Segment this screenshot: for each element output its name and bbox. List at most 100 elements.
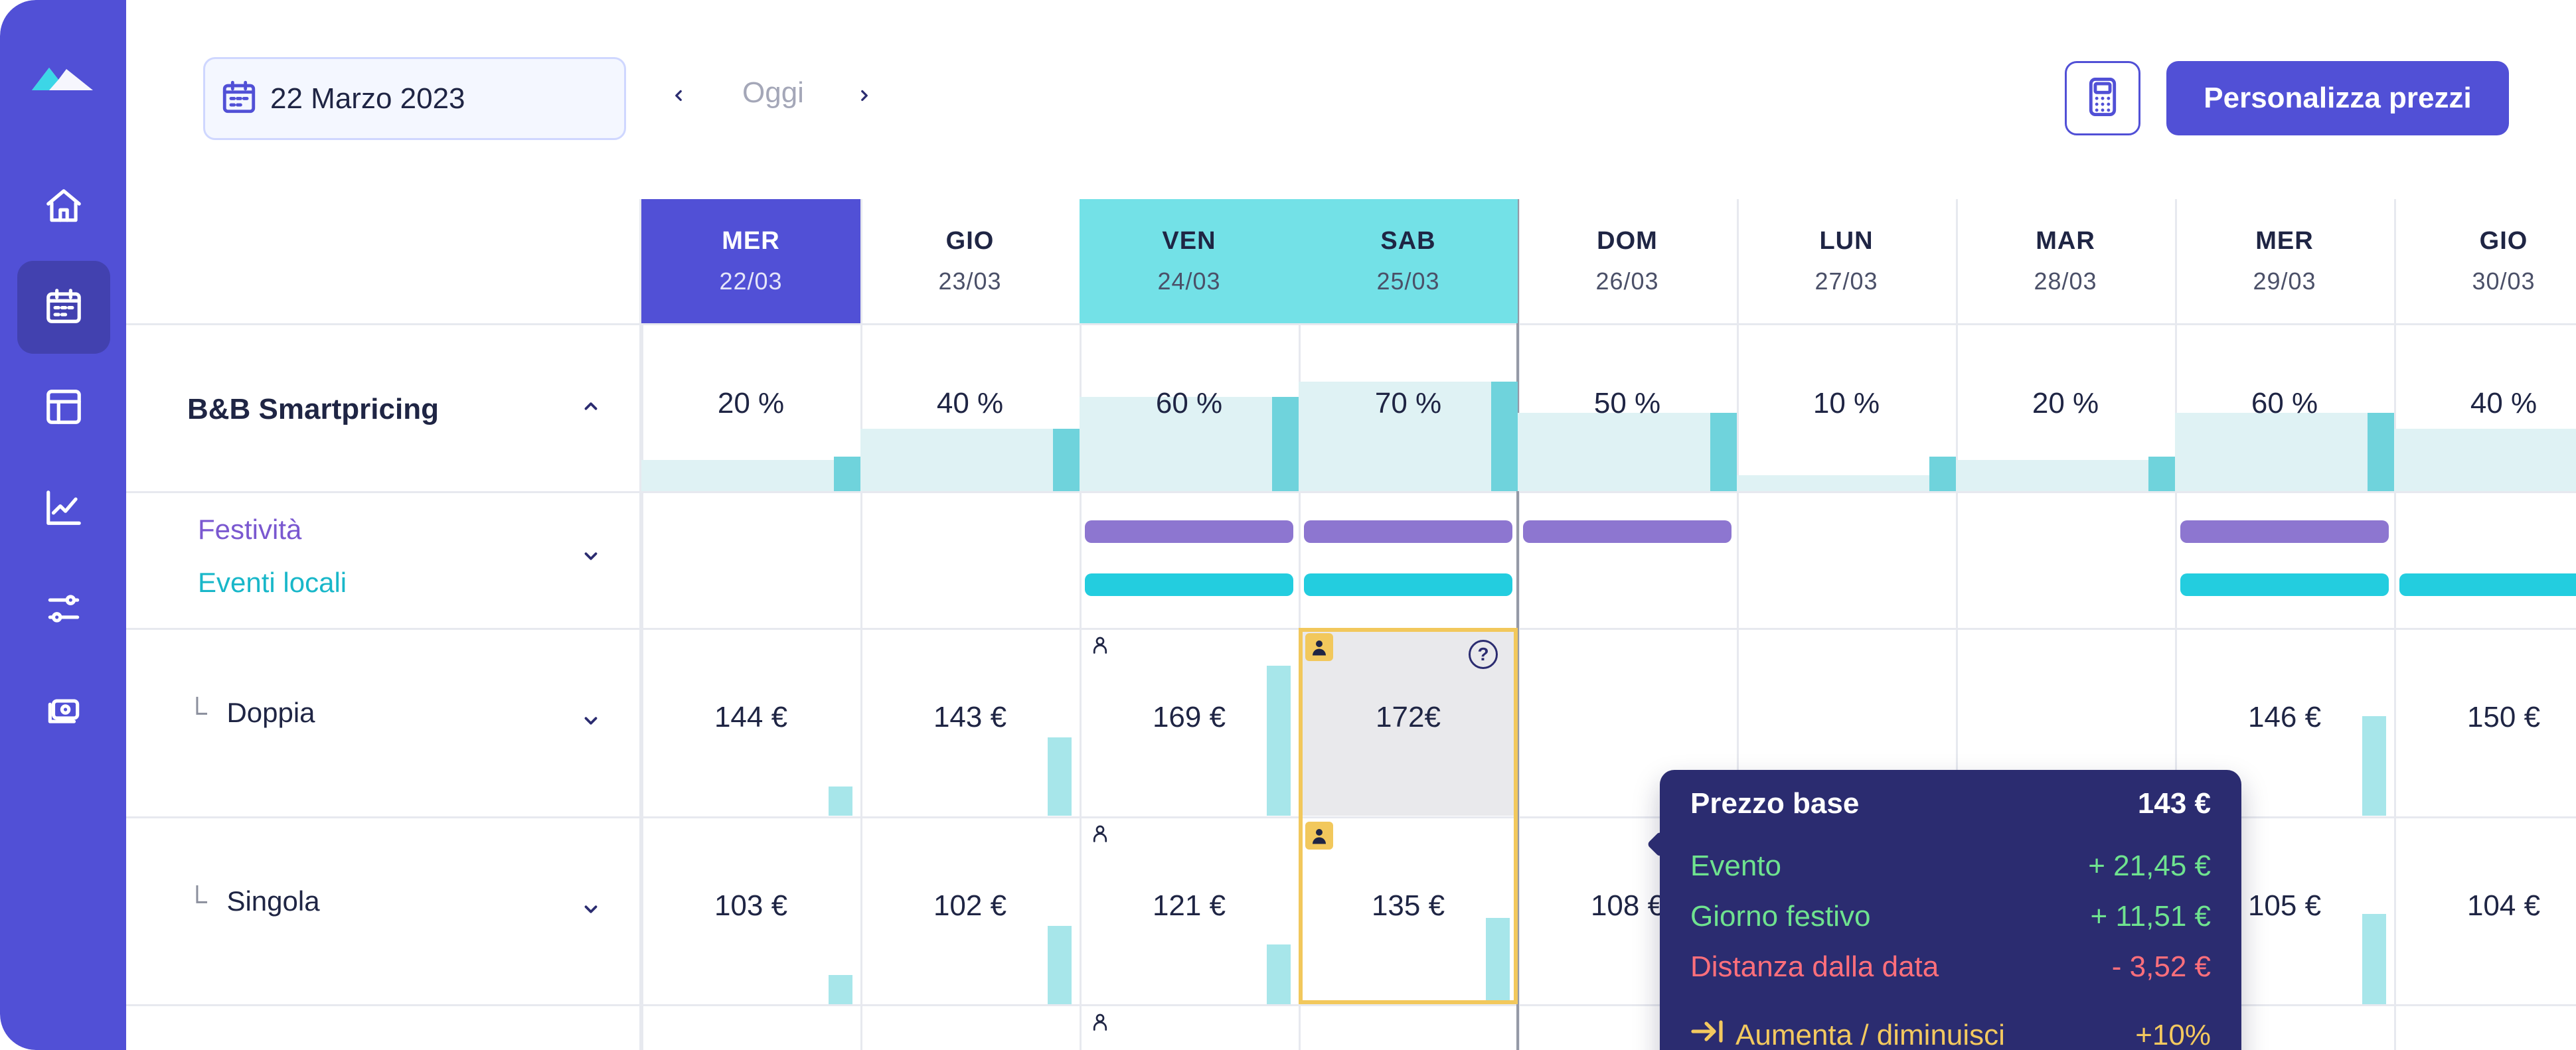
- chevron-left-icon: [670, 87, 687, 108]
- price-indicator-bar: [1048, 737, 1072, 816]
- price-cell[interactable]: 144 €: [641, 628, 860, 816]
- occupancy-fill: [860, 429, 1080, 491]
- day-header[interactable]: GIO 30/03: [2394, 199, 2576, 323]
- occupancy-fill: [641, 460, 860, 491]
- prev-date-button[interactable]: [665, 84, 692, 110]
- price-value: 172€: [1376, 701, 1441, 733]
- grid-row-separator: [126, 816, 2576, 818]
- tooltip-row-value: + 11,51 €: [2090, 900, 2211, 933]
- sidebar-item-calendar[interactable]: [17, 261, 110, 354]
- help-icon[interactable]: ?: [1469, 640, 1498, 669]
- sidebar-item-settings[interactable]: [17, 563, 110, 656]
- collapse-occupancy-button[interactable]: [578, 394, 604, 421]
- festivita-legend: Festività: [198, 514, 302, 545]
- price-value: 121 €: [1152, 889, 1226, 922]
- room-row-singola: └ Singola: [187, 885, 320, 917]
- occupancy-value: 60 %: [2251, 387, 2318, 419]
- day-header[interactable]: VEN 24/03: [1080, 199, 1299, 323]
- tooltip-adjust-row[interactable]: Aumenta / diminuisci +10%: [1690, 1018, 2211, 1050]
- today-button[interactable]: Oggi: [742, 76, 804, 109]
- price-cell[interactable]: 146 €: [2175, 628, 2394, 816]
- price-cell[interactable]: 143 €: [860, 628, 1080, 816]
- festivita-event-bar[interactable]: [1304, 520, 1512, 543]
- day-header[interactable]: DOM 26/03: [1518, 199, 1737, 323]
- eventi-locali-event-bar[interactable]: [2399, 573, 2576, 596]
- calculator-icon: [2085, 76, 2121, 121]
- price-cell[interactable]: 169 €: [1080, 628, 1299, 816]
- price-cell[interactable]: 104 €: [2394, 816, 2576, 1004]
- day-header[interactable]: MAR 28/03: [1956, 199, 2175, 323]
- date-picker-input[interactable]: 22 Marzo 2023: [203, 57, 626, 140]
- tooltip-adjust-label: Aumenta / diminuisci: [1735, 1018, 2005, 1050]
- price-cell[interactable]: 135 €: [1299, 816, 1518, 1004]
- occupancy-accent-bar: [2368, 413, 2394, 491]
- price-cell[interactable]: 105 €: [2175, 816, 2394, 1004]
- day-date: 26/03: [1595, 267, 1659, 295]
- expand-doppia-button[interactable]: [578, 709, 604, 735]
- person-icon: [1305, 822, 1333, 850]
- expand-singola-button[interactable]: [578, 897, 604, 924]
- occupancy-cell: 40 %: [860, 325, 1080, 491]
- occupancy-value: 40 %: [936, 387, 1004, 419]
- sidebar-item-home[interactable]: [17, 161, 110, 254]
- week-divider-line: [1516, 199, 1519, 1050]
- price-cell[interactable]: 102 €: [860, 816, 1080, 1004]
- price-indicator-bar: [1267, 666, 1291, 816]
- tooltip-adjust-left: Aumenta / diminuisci: [1690, 1018, 2005, 1050]
- eventi-locali-event-bar[interactable]: [1304, 573, 1512, 596]
- sidebar-item-billing[interactable]: [17, 664, 110, 757]
- sidebar-item-analytics[interactable]: [17, 463, 110, 556]
- day-of-week: LUN: [1819, 227, 1874, 255]
- grid-row-separator: [126, 323, 2576, 325]
- day-header[interactable]: LUN 27/03: [1737, 199, 1956, 323]
- occupancy-value: 10 %: [1812, 387, 1880, 419]
- tooltip-base-value: 143 €: [2137, 787, 2211, 820]
- day-header[interactable]: MER 22/03: [641, 199, 860, 323]
- price-breakdown-tooltip: Prezzo base 143 € Evento + 21,45 € Giorn…: [1660, 770, 2241, 1050]
- sidebar: [0, 0, 126, 1050]
- price-indicator-bar: [1048, 926, 1072, 1004]
- tooltip-row-value: + 21,45 €: [2088, 850, 2211, 882]
- occupancy-fill: [1737, 475, 1956, 491]
- price-value: 108 €: [1590, 889, 1664, 922]
- occupancy-value: 40 %: [2470, 387, 2537, 419]
- eventi-locali-event-bar[interactable]: [2180, 573, 2389, 596]
- day-header[interactable]: SAB 25/03: [1299, 199, 1518, 323]
- price-value: 143 €: [933, 701, 1007, 733]
- price-value: 169 €: [1152, 701, 1226, 733]
- grid-row-separator: [126, 1004, 2576, 1006]
- day-header[interactable]: MER 29/03: [2175, 199, 2394, 323]
- day-date: 24/03: [1157, 267, 1221, 295]
- day-date: 27/03: [1814, 267, 1878, 295]
- expand-events-button[interactable]: [578, 544, 604, 571]
- price-value: 135 €: [1371, 889, 1445, 922]
- eventi-locali-event-bar[interactable]: [1085, 573, 1293, 596]
- day-header[interactable]: GIO 23/03: [860, 199, 1080, 323]
- sidebar-item-layout[interactable]: [17, 362, 110, 455]
- price-indicator-bar: [829, 787, 852, 816]
- occupancy-accent-bar: [834, 457, 860, 491]
- date-picker-value: 22 Marzo 2023: [270, 82, 465, 115]
- price-cell[interactable]: 150 €: [2394, 628, 2576, 816]
- price-indicator-bar: [1267, 944, 1291, 1004]
- day-date: 28/03: [2034, 267, 2097, 295]
- price-value: 146 €: [2247, 701, 2322, 733]
- next-date-button[interactable]: [851, 84, 878, 110]
- tree-branch-icon: └: [187, 697, 207, 728]
- occupancy-cell: 40 %: [2394, 325, 2576, 491]
- layout-icon: [43, 386, 84, 431]
- festivita-event-bar[interactable]: [2180, 520, 2389, 543]
- grid-col-separator: [1956, 199, 1958, 1050]
- festivita-event-bar[interactable]: [1085, 520, 1293, 543]
- chevron-right-icon: [856, 87, 873, 108]
- tooltip-title: Prezzo base: [1690, 787, 1860, 820]
- tooltip-row-label: Evento: [1690, 850, 1781, 882]
- calculator-button[interactable]: [2065, 61, 2140, 135]
- festivita-event-bar[interactable]: [1523, 520, 1731, 543]
- price-cell[interactable]: 103 €: [641, 816, 860, 1004]
- person-icon: [1305, 633, 1333, 661]
- price-cell[interactable]: 121 €: [1080, 816, 1299, 1004]
- customize-prices-button[interactable]: Personalizza prezzi: [2166, 61, 2509, 135]
- occupancy-fill: [2394, 429, 2576, 491]
